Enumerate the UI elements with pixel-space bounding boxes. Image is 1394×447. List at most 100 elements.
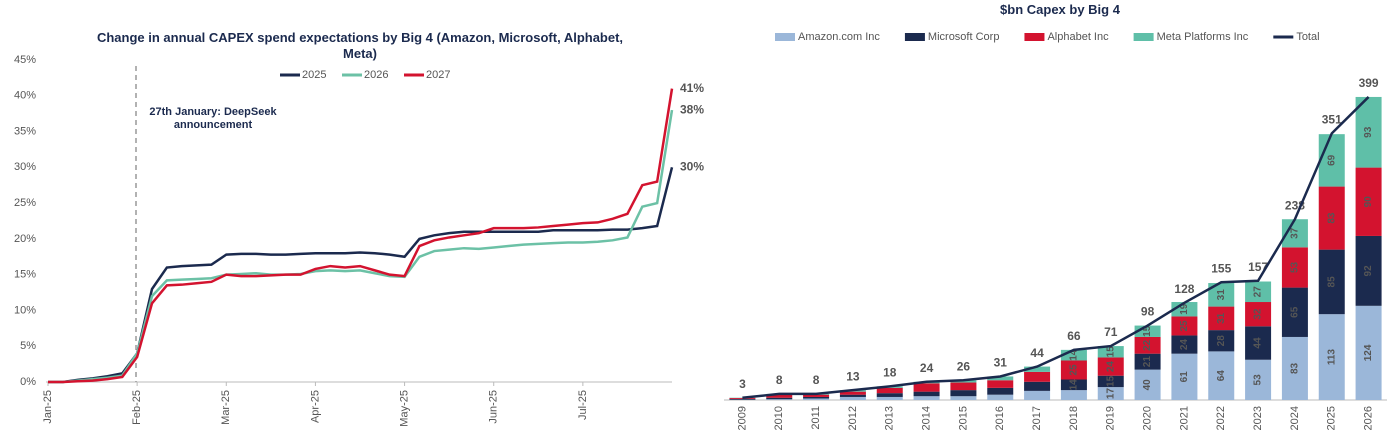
end-label: 41% <box>680 81 704 95</box>
segment-label: 17 <box>1105 388 1116 400</box>
y-tick-label: 30% <box>14 161 36 173</box>
segment-label: 27 <box>1253 286 1264 298</box>
x-tick-label: 2013 <box>884 406 896 430</box>
bar-segment <box>1281 247 1308 288</box>
x-tick-label: Jun-25 <box>488 390 500 424</box>
segment-label: 31 <box>1216 289 1227 301</box>
bar-segment <box>1134 325 1161 337</box>
bar-segment <box>1134 353 1161 370</box>
bar-segment <box>1171 316 1198 336</box>
segment-label: 15 <box>1105 346 1116 358</box>
legend-label: 2027 <box>426 69 450 81</box>
segment-label: 14 <box>1069 379 1080 391</box>
bar-segment <box>1060 379 1087 391</box>
bar-segment <box>1355 235 1382 306</box>
segment-label: 90 <box>1363 196 1374 208</box>
bar-segment <box>1318 134 1345 187</box>
legend-swatch <box>1133 33 1154 41</box>
total-label: 24 <box>920 361 934 375</box>
bar-segment <box>1097 375 1124 388</box>
bar-segment <box>1208 351 1235 400</box>
y-tick-label: 15% <box>14 269 36 281</box>
segment-label: 14 <box>1069 349 1080 361</box>
x-tick-label: 2010 <box>773 406 785 430</box>
bar-segment <box>876 387 903 394</box>
bar-segment <box>1318 186 1345 250</box>
bar-segment <box>1208 330 1235 352</box>
bar-segment <box>1060 390 1087 400</box>
series-line <box>48 88 674 384</box>
x-tick-label: 2021 <box>1178 406 1190 430</box>
x-tick-label: 2023 <box>1252 406 1264 430</box>
x-tick-label: 2022 <box>1215 406 1227 430</box>
bar-segment <box>987 394 1014 400</box>
segment-label: 124 <box>1363 344 1374 361</box>
bar-segment <box>1024 381 1051 391</box>
bar-segment <box>1281 287 1308 337</box>
bar-segment <box>803 396 830 399</box>
segment-label: 31 <box>1216 312 1227 324</box>
segment-label: 61 <box>1179 371 1190 383</box>
segment-label: 37 <box>1290 227 1301 239</box>
bar-segment <box>1060 349 1087 361</box>
x-tick-label: Feb-25 <box>131 390 143 425</box>
segment-label: 44 <box>1253 337 1264 349</box>
segment-label: 21 <box>1142 356 1153 368</box>
end-label: 30% <box>680 160 704 174</box>
x-tick-label: Jan-25 <box>42 390 54 424</box>
bar-segment <box>1134 369 1161 400</box>
legend-label: Amazon.com Inc <box>798 31 880 43</box>
bar-segment <box>766 397 793 400</box>
total-label: 31 <box>994 356 1008 370</box>
segment-label: 93 <box>1363 126 1374 138</box>
total-line <box>742 96 1370 399</box>
y-tick-label: 45% <box>14 54 36 66</box>
bar-segment <box>1208 306 1235 331</box>
bar-segment <box>950 382 977 391</box>
legend-label: 2025 <box>302 69 326 81</box>
total-label: 351 <box>1322 113 1342 127</box>
y-tick-label: 5% <box>20 340 36 352</box>
segment-label: 15 <box>1105 375 1116 387</box>
segment-label: 25 <box>1179 320 1190 332</box>
x-tick-label: 2009 <box>736 406 748 430</box>
y-tick-label: 0% <box>20 376 36 388</box>
legend-label: Alphabet Inc <box>1047 31 1109 43</box>
total-label: 71 <box>1104 325 1118 339</box>
segment-label: 83 <box>1326 212 1337 224</box>
bar-segment <box>839 391 866 395</box>
bar-segment <box>1171 335 1198 354</box>
x-tick-label: 2019 <box>1105 406 1117 430</box>
bar-segment <box>1024 390 1051 400</box>
total-label: 44 <box>1030 346 1044 360</box>
segment-label: 25 <box>1069 364 1080 376</box>
bar-segment <box>876 393 903 397</box>
annotation: 27th January: DeepSeek announcement <box>149 106 277 131</box>
segment-label: 83 <box>1290 362 1301 374</box>
legend-label: 2026 <box>364 69 388 81</box>
legend-label: Microsoft Corp <box>928 31 1000 43</box>
bar-segment <box>950 396 977 400</box>
x-tick-label: 2018 <box>1068 406 1080 430</box>
x-tick-label: Jul-25 <box>577 390 589 420</box>
bar-segment <box>913 391 940 397</box>
y-tick-label: 25% <box>14 197 36 209</box>
segment-label: 53 <box>1253 374 1264 386</box>
end-label: 38% <box>680 102 704 116</box>
bar-segment <box>987 387 1014 395</box>
bar-segment <box>1245 302 1272 327</box>
bar-segment <box>1318 249 1345 315</box>
bar-segment <box>803 394 830 397</box>
x-tick-label: 2025 <box>1326 406 1338 430</box>
bar-segment <box>766 394 793 398</box>
segment-label: 65 <box>1290 306 1301 318</box>
x-tick-label: 2024 <box>1289 406 1301 430</box>
total-label: 66 <box>1067 329 1081 343</box>
total-label: 8 <box>776 373 783 387</box>
bar-segment <box>876 396 903 400</box>
x-tick-label: Mar-25 <box>220 390 232 425</box>
bar-segment <box>913 396 940 400</box>
bar-segment <box>1281 336 1308 400</box>
bar-segment <box>1208 283 1235 307</box>
